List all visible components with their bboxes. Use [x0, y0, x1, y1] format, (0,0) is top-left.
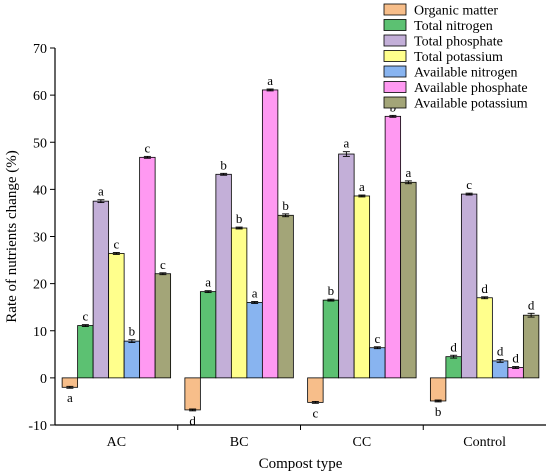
significance-label: b: [129, 324, 136, 339]
significance-label: d: [497, 343, 504, 358]
y-tick-label: 50: [33, 136, 47, 151]
significance-label: b: [328, 283, 335, 298]
legend-label: Available potassium: [414, 97, 528, 112]
bar: [77, 325, 94, 379]
significance-label: d: [481, 281, 488, 296]
y-tick-label: 40: [33, 183, 47, 198]
bar: [261, 89, 279, 379]
bar: [507, 367, 524, 379]
significance-label: c: [312, 405, 318, 420]
bar: [322, 299, 340, 379]
x-axis-title: Compost type: [259, 456, 343, 472]
bar: [108, 253, 125, 379]
bar: [123, 340, 141, 379]
y-tick-label: 0: [40, 372, 47, 387]
bar: [384, 115, 402, 379]
significance-label: c: [82, 309, 88, 324]
significance-label: c: [144, 140, 150, 155]
bar: [522, 314, 540, 379]
significance-label: c: [374, 331, 380, 346]
significance-label: c: [113, 237, 119, 252]
bar: [184, 377, 201, 411]
bar: [400, 181, 417, 379]
significance-label: d: [450, 339, 457, 354]
significance-label: a: [343, 136, 349, 151]
significance-label: b: [220, 157, 227, 172]
x-tick-label: Control: [463, 435, 506, 450]
legend-swatch: [383, 3, 407, 16]
significance-label: a: [205, 275, 211, 290]
bar: [246, 302, 263, 379]
bar: [154, 273, 172, 379]
legend-label: Total nitrogen: [414, 19, 493, 34]
significance-label: a: [405, 165, 411, 180]
significance-label: d: [512, 351, 519, 366]
bar: [139, 156, 156, 379]
significance-label: b: [236, 211, 243, 226]
significance-label: c: [466, 177, 472, 192]
y-tick-label: 20: [33, 278, 47, 293]
bar: [338, 153, 355, 379]
bar: [476, 297, 493, 379]
bar: [491, 360, 509, 379]
significance-label: d: [528, 297, 535, 312]
significance-label: a: [252, 286, 258, 301]
legend-label: Organic matter: [414, 4, 498, 19]
legend-label: Available nitrogen: [414, 66, 518, 81]
bar: [369, 347, 386, 379]
bar: [61, 377, 79, 388]
legend-swatch: [383, 65, 407, 78]
bars: acacbccdabbaabcbaacbabdcdddd: [61, 73, 540, 428]
bar: [353, 195, 371, 379]
legend-label: Total phosphate: [414, 35, 503, 50]
bar: [307, 377, 324, 403]
x-tick-label: AC: [107, 435, 126, 450]
y-tick-label: 70: [33, 42, 47, 57]
legend-swatch: [383, 96, 407, 109]
significance-label: a: [267, 73, 273, 88]
legend-swatch: [383, 19, 407, 31]
bar: [215, 173, 232, 379]
bar: [277, 214, 294, 379]
significance-label: a: [67, 390, 73, 405]
y-tick-label: -10: [28, 419, 47, 434]
significance-label: a: [98, 184, 104, 199]
y-tick-label: 30: [33, 231, 47, 246]
significance-label: c: [160, 257, 166, 272]
legend-label: Total potassium: [414, 50, 503, 65]
y-axis-title: Rate of nutrients change (%): [4, 150, 20, 322]
axes: -10 0 10 20 30 40 50 60 70 AC BC CC Control: [28, 42, 546, 450]
significance-label: b: [435, 404, 442, 419]
bar: [460, 193, 478, 379]
x-tick-label: CC: [353, 435, 372, 450]
significance-label: b: [282, 198, 289, 213]
bar: [445, 356, 462, 379]
bar: [199, 291, 217, 379]
legend-swatch: [383, 50, 407, 62]
significance-label: a: [359, 179, 365, 194]
legend-swatch: [383, 81, 407, 93]
bar: [230, 227, 248, 379]
legend-label: Available phosphate: [414, 81, 528, 96]
y-tick-label: 10: [33, 325, 47, 340]
x-tick-label: BC: [230, 435, 249, 450]
bar: [92, 200, 110, 379]
y-tick-label: 60: [33, 89, 47, 104]
legend-swatch: [383, 34, 407, 47]
bar: [429, 377, 447, 402]
significance-label: d: [189, 413, 196, 428]
